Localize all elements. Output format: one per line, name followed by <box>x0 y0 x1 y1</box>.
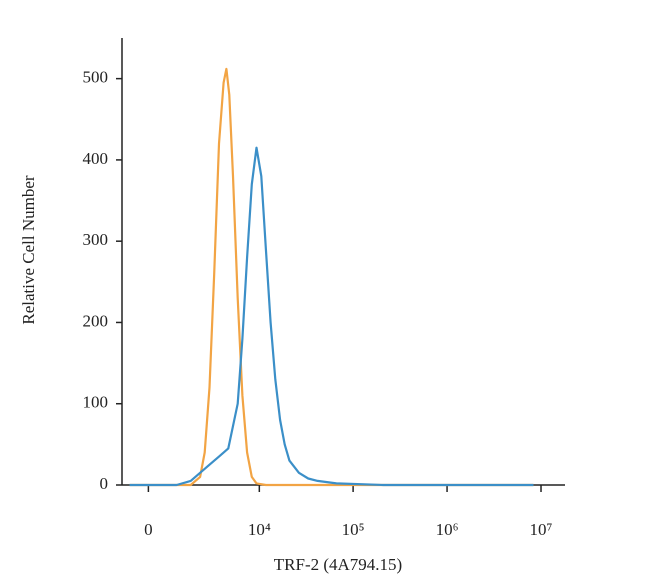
x-tick-label: 10⁶ <box>436 520 459 539</box>
x-axis-label: TRF-2 (4A794.15) <box>274 555 402 574</box>
x-tick-label: 10⁵ <box>342 520 365 539</box>
y-tick-label: 100 <box>83 393 109 412</box>
x-tick-label: 10⁷ <box>530 520 553 539</box>
y-tick-label: 300 <box>83 230 109 249</box>
y-tick-label: 0 <box>100 474 109 493</box>
series-line <box>129 67 534 487</box>
x-tick-label: 10⁴ <box>248 520 271 539</box>
y-axis-label: Relative Cell Number <box>19 175 38 325</box>
y-tick-label: 500 <box>83 68 109 87</box>
x-tick-label: 0 <box>144 520 153 539</box>
y-tick-label: 200 <box>83 311 109 330</box>
series-line <box>129 146 534 487</box>
y-tick-label: 400 <box>83 149 109 168</box>
